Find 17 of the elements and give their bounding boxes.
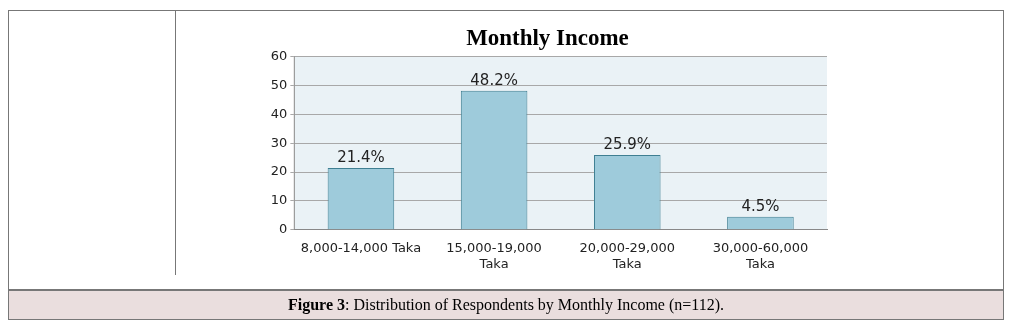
chart-title: Monthly Income [466,24,629,50]
data-label: 21.4% [337,148,385,167]
x-tick-label: 30,000-60,000 Taka [712,239,809,271]
data-label: 25.9% [603,135,652,154]
x-tick-label: 15,000-19,000 Taka [446,239,542,271]
y-tick-label: 30 [270,134,288,150]
data-label: 48.2% [470,71,518,90]
x-tick-label: 8,000-14,000 Taka [300,239,422,255]
y-tick-label: 60 [270,47,288,63]
data-label: 4.5% [741,197,780,216]
y-tick-label: 50 [270,76,288,92]
y-tick-label: 40 [270,105,288,121]
y-tick-label: 0 [279,221,288,237]
y-tick-label: 20 [270,163,288,179]
x-tick-label: 20,000-29,000 Taka [579,239,676,271]
caption: Figure 3: Distribution of Respondents by Monthly Income (n=112). [287,296,725,314]
y-tick-label: 10 [270,192,288,208]
